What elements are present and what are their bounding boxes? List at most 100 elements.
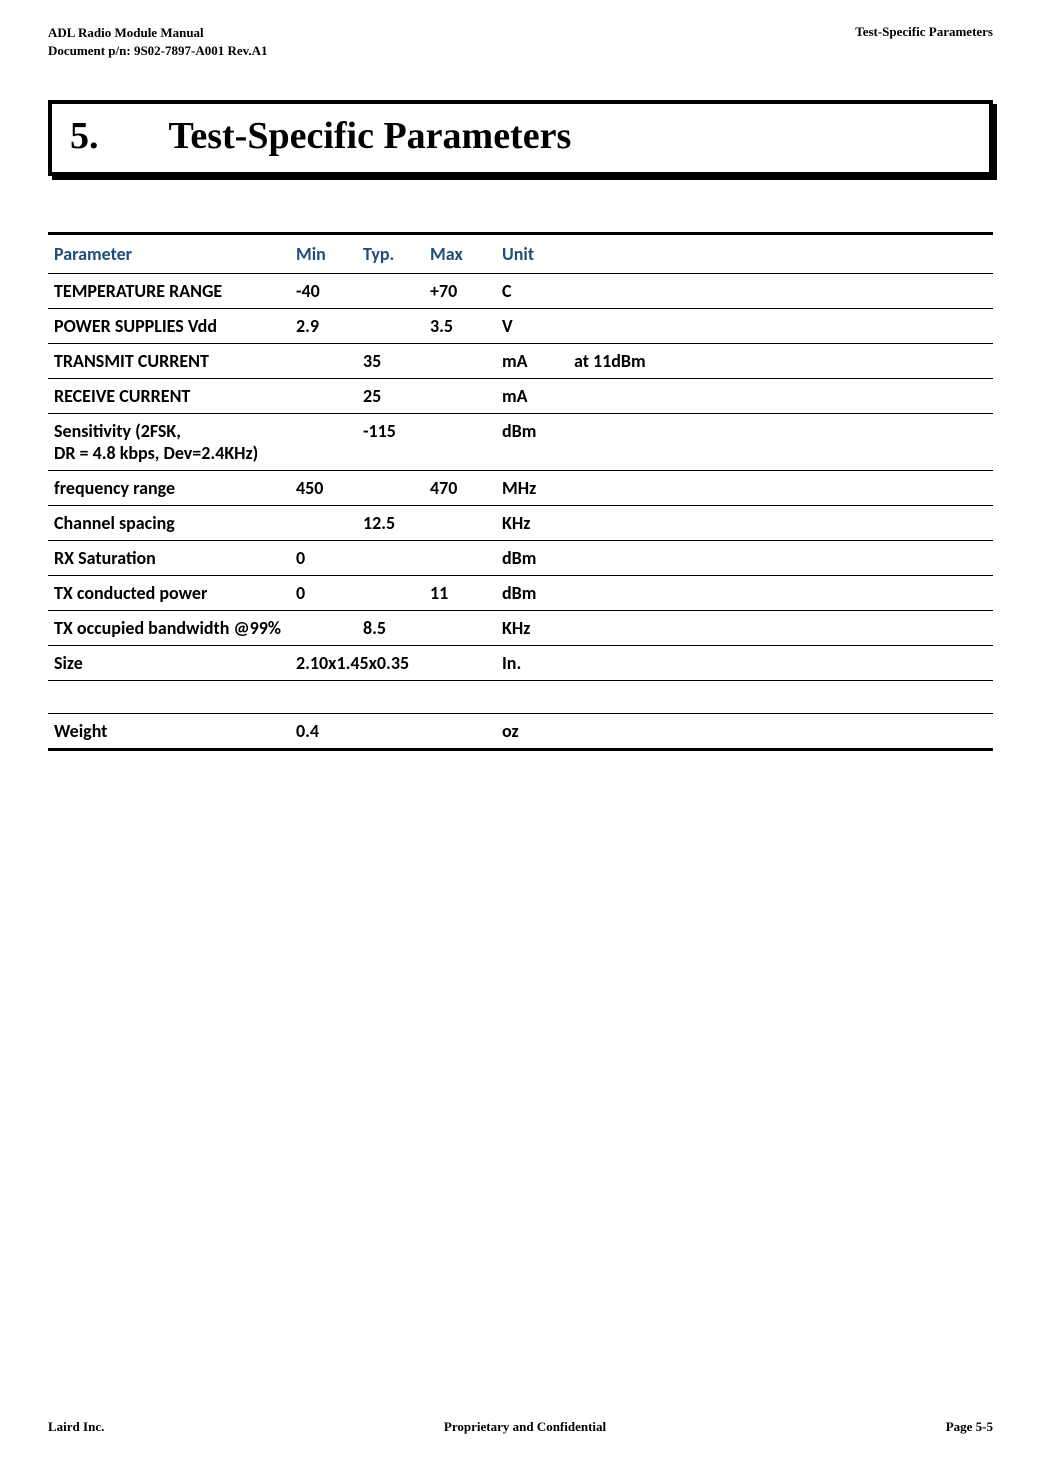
cell-parameter: Size bbox=[48, 646, 290, 681]
cell-parameter: Weight bbox=[48, 714, 290, 750]
section-number: 5. bbox=[70, 114, 99, 158]
cell-note bbox=[568, 309, 993, 344]
page-header: ADL Radio Module Manual Document p/n: 9S… bbox=[48, 24, 993, 60]
parameters-table: Parameter Min Typ. Max Unit TEMPERATURE … bbox=[48, 232, 993, 751]
cell-unit: In. bbox=[496, 646, 568, 681]
table-row: TRANSMIT CURRENT 35 mAat 11dBm bbox=[48, 344, 993, 379]
cell-unit: mA bbox=[496, 379, 568, 414]
cell-unit: dBm bbox=[496, 541, 568, 576]
cell-max bbox=[424, 414, 496, 471]
cell-unit: V bbox=[496, 309, 568, 344]
cell-typ bbox=[357, 274, 424, 309]
cell-unit: MHz bbox=[496, 471, 568, 506]
cell-parameter: RX Saturation bbox=[48, 541, 290, 576]
cell-unit: mA bbox=[496, 344, 568, 379]
cell-max: 3.5 bbox=[424, 309, 496, 344]
cell-typ bbox=[357, 541, 424, 576]
table-row: frequency range450 470MHz bbox=[48, 471, 993, 506]
blank-cell bbox=[48, 681, 993, 714]
cell-typ bbox=[357, 309, 424, 344]
footer-right: Page 5-5 bbox=[946, 1419, 993, 1435]
cell-max bbox=[424, 611, 496, 646]
cell-max bbox=[424, 714, 496, 750]
cell-typ bbox=[357, 714, 424, 750]
table-row: TEMPERATURE RANGE-40 +70C bbox=[48, 274, 993, 309]
cell-typ: 35 bbox=[357, 344, 424, 379]
cell-min bbox=[290, 506, 357, 541]
cell-note bbox=[568, 576, 993, 611]
cell-max bbox=[424, 344, 496, 379]
cell-min: -40 bbox=[290, 274, 357, 309]
cell-parameter: TRANSMIT CURRENT bbox=[48, 344, 290, 379]
header-left: ADL Radio Module Manual Document p/n: 9S… bbox=[48, 24, 268, 60]
cell-unit: KHz bbox=[496, 611, 568, 646]
cell-unit: dBm bbox=[496, 576, 568, 611]
cell-typ bbox=[357, 576, 424, 611]
table-row: RX Saturation0 dBm bbox=[48, 541, 993, 576]
cell-typ bbox=[357, 471, 424, 506]
cell-parameter: frequency range bbox=[48, 471, 290, 506]
cell-unit: KHz bbox=[496, 506, 568, 541]
cell-note bbox=[568, 646, 993, 681]
cell-note bbox=[568, 274, 993, 309]
table-row: RECEIVE CURRENT 25 mA bbox=[48, 379, 993, 414]
cell-note bbox=[568, 506, 993, 541]
cell-max bbox=[424, 541, 496, 576]
table-row: Channel spacing 12.5 KHz bbox=[48, 506, 993, 541]
cell-min: 0.4 bbox=[290, 714, 357, 750]
cell-parameter-sub: DR = 4.8 kbps, Dev=2.4KHz) bbox=[54, 442, 284, 464]
cell-typ: 25 bbox=[357, 379, 424, 414]
cell-parameter: TEMPERATURE RANGE bbox=[48, 274, 290, 309]
header-right: Test-Specific Parameters bbox=[855, 24, 993, 60]
cell-min: 0 bbox=[290, 541, 357, 576]
th-parameter: Parameter bbox=[48, 234, 290, 274]
cell-max: 470 bbox=[424, 471, 496, 506]
cell-min: 450 bbox=[290, 471, 357, 506]
cell-min bbox=[290, 611, 357, 646]
table-row: Weight0.4 oz bbox=[48, 714, 993, 750]
cell-min bbox=[290, 344, 357, 379]
table-row: Sensitivity (2FSK,DR = 4.8 kbps, Dev=2.4… bbox=[48, 414, 993, 471]
th-typ: Typ. bbox=[357, 234, 424, 274]
cell-unit: dBm bbox=[496, 414, 568, 471]
cell-note bbox=[568, 471, 993, 506]
cell-parameter: TX conducted power bbox=[48, 576, 290, 611]
cell-note bbox=[568, 714, 993, 750]
cell-note bbox=[568, 379, 993, 414]
th-unit: Unit bbox=[496, 234, 568, 274]
cell-parameter: TX occupied bandwidth @99% bbox=[48, 611, 290, 646]
cell-unit: oz bbox=[496, 714, 568, 750]
table-row: TX occupied bandwidth @99% 8.5 KHz bbox=[48, 611, 993, 646]
cell-min: 0 bbox=[290, 576, 357, 611]
table-row bbox=[48, 681, 993, 714]
cell-max bbox=[424, 506, 496, 541]
cell-min bbox=[290, 379, 357, 414]
cell-max bbox=[424, 379, 496, 414]
cell-value-wide: 2.10x1.45x0.35 bbox=[290, 646, 496, 681]
cell-typ: -115 bbox=[357, 414, 424, 471]
cell-max: +70 bbox=[424, 274, 496, 309]
th-min: Min bbox=[290, 234, 357, 274]
header-doc: Document p/n: 9S02-7897-A001 Rev.A1 bbox=[48, 42, 268, 60]
cell-max: 11 bbox=[424, 576, 496, 611]
header-title: ADL Radio Module Manual bbox=[48, 24, 268, 42]
cell-parameter: Channel spacing bbox=[48, 506, 290, 541]
cell-typ: 8.5 bbox=[357, 611, 424, 646]
footer-center: Proprietary and Confidential bbox=[444, 1419, 606, 1435]
th-note bbox=[568, 234, 993, 274]
cell-parameter: RECEIVE CURRENT bbox=[48, 379, 290, 414]
cell-unit: C bbox=[496, 274, 568, 309]
cell-typ: 12.5 bbox=[357, 506, 424, 541]
section-title-box: 5. Test-Specific Parameters bbox=[48, 100, 993, 176]
th-max: Max bbox=[424, 234, 496, 274]
page-footer: Laird Inc. Proprietary and Confidential … bbox=[48, 1419, 993, 1435]
footer-left: Laird Inc. bbox=[48, 1419, 104, 1435]
table-row: Size2.10x1.45x0.35In. bbox=[48, 646, 993, 681]
cell-note bbox=[568, 541, 993, 576]
cell-note bbox=[568, 611, 993, 646]
cell-note: at 11dBm bbox=[568, 344, 993, 379]
cell-min bbox=[290, 414, 357, 471]
table-row: POWER SUPPLIES Vdd2.93.5V bbox=[48, 309, 993, 344]
section-title: Test-Specific Parameters bbox=[169, 114, 572, 158]
cell-parameter: POWER SUPPLIES Vdd bbox=[48, 309, 290, 344]
